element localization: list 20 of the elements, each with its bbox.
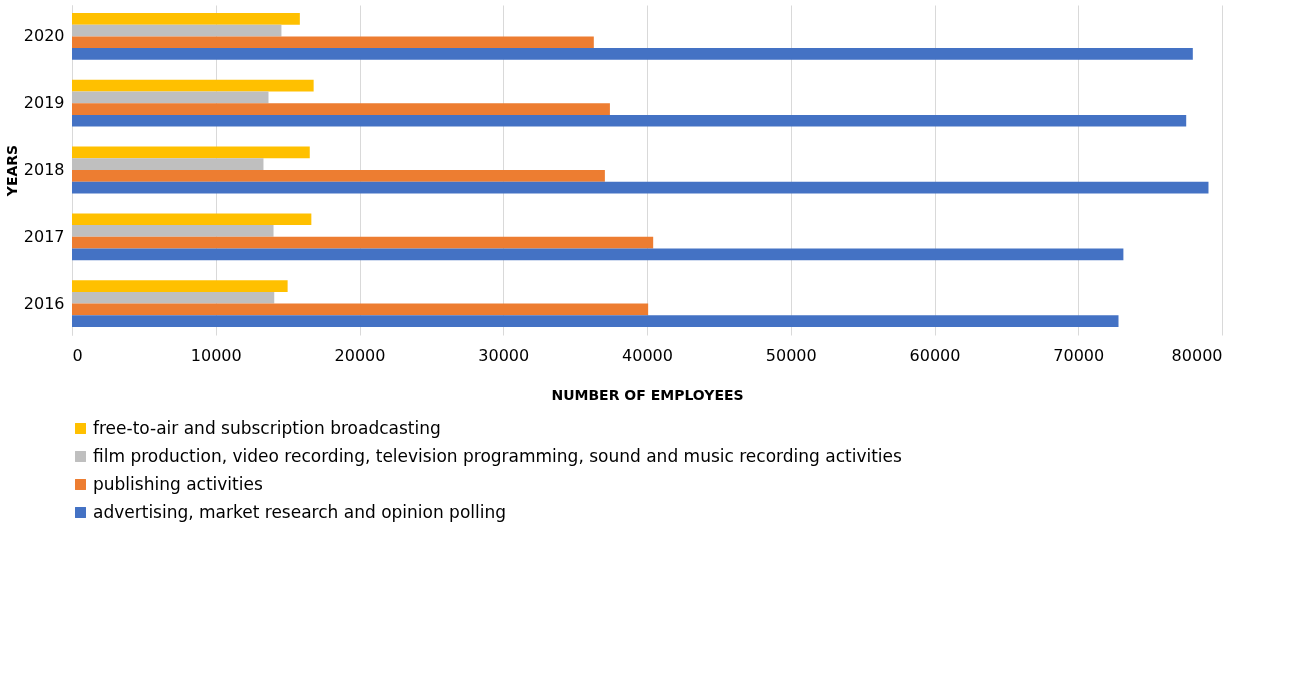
y-tick-label: 2018 xyxy=(23,160,65,179)
y-tick-label: 2016 xyxy=(23,293,65,313)
x-tick-label: 60000 xyxy=(909,345,961,365)
x-tick-label: 40000 xyxy=(622,345,673,365)
x-tick-label: 20000 xyxy=(334,345,386,365)
legend-label: free-to-air and subscription broadcasting xyxy=(93,417,441,438)
legend-label: advertising, market research and opinion polling xyxy=(93,501,507,522)
y-tick-label: 2020 xyxy=(23,26,65,46)
x-tick-label: 10000 xyxy=(190,345,242,365)
legend-label: publishing activities xyxy=(93,473,263,494)
x-tick-label: 0 xyxy=(72,345,83,365)
x-tick-label: 70000 xyxy=(1053,345,1105,365)
x-tick-label: 30000 xyxy=(478,345,530,365)
y-tick-label: 2017 xyxy=(23,226,65,246)
legend-label: film production, video recording, television programming, sound and music recording activities xyxy=(93,445,903,466)
y-tick-label: 2019 xyxy=(23,93,65,113)
x-tick-label: 50000 xyxy=(765,345,817,365)
x-axis-title: NUMBER OF EMPLOYEES xyxy=(551,386,744,403)
y-axis-title: YEARS xyxy=(3,144,20,198)
x-tick-label: 80000 xyxy=(1171,345,1223,365)
